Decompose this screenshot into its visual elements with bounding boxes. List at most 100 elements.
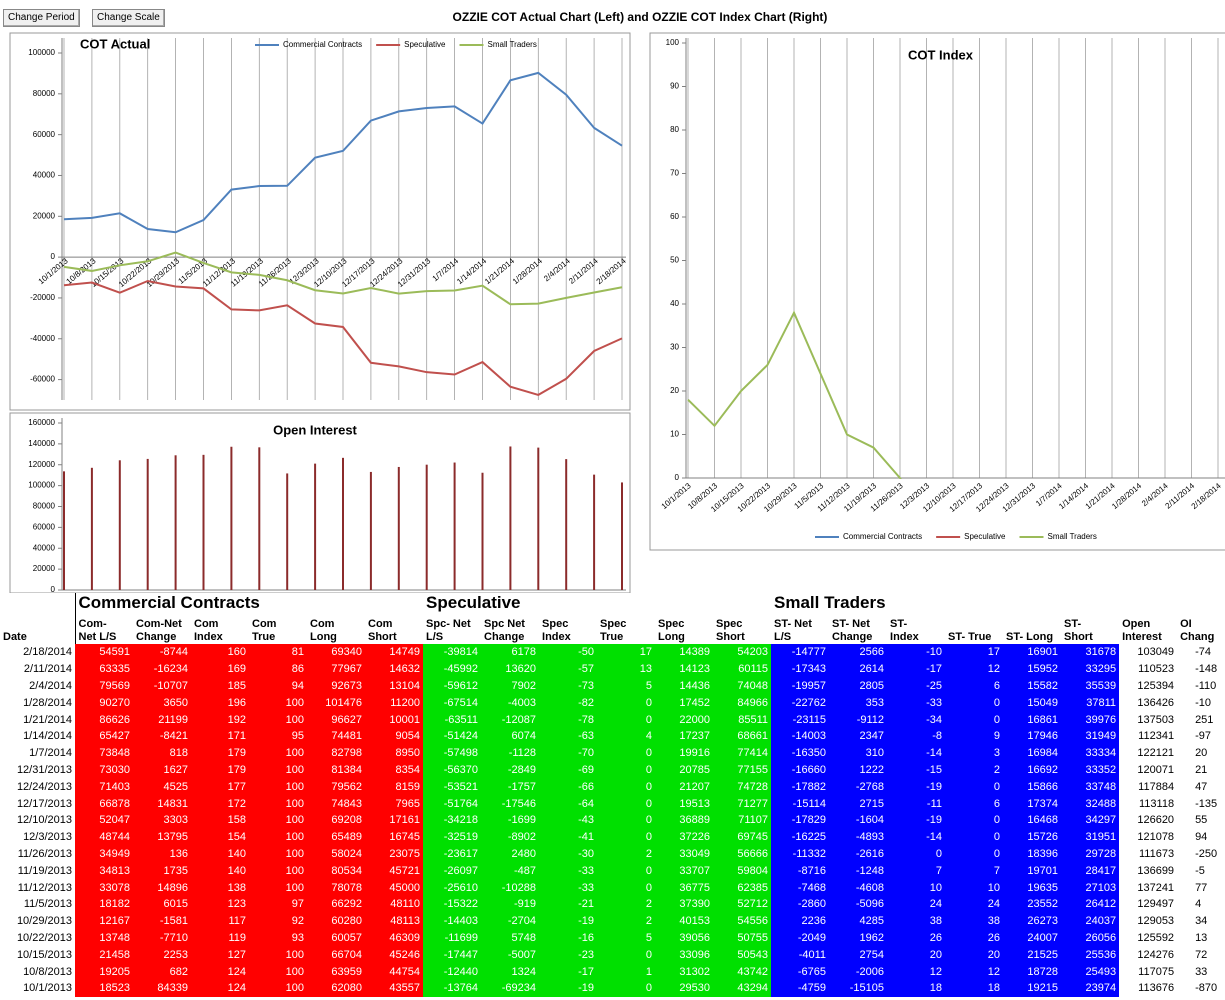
change-scale-button[interactable]: Change Scale [92, 9, 165, 27]
date-cell: 10/22/2013 [0, 929, 75, 947]
value-cell: 7902 [481, 677, 540, 695]
value-cell: 0 [945, 778, 1004, 796]
value-cell: 48113 [365, 912, 424, 930]
value-cell: 16901 [1003, 644, 1062, 661]
value-cell: -1248 [829, 862, 888, 880]
value-cell: -919 [481, 895, 540, 913]
value-cell: 25536 [1061, 946, 1120, 964]
value-cell: 52047 [75, 811, 133, 829]
value-cell: 33049 [655, 845, 714, 863]
value-cell: 63959 [307, 963, 365, 980]
y-tick-label: 60000 [33, 130, 56, 139]
value-cell: 196 [191, 694, 249, 712]
bar [537, 447, 540, 590]
value-cell: 3650 [133, 694, 191, 712]
value-cell: 0 [597, 979, 656, 997]
value-cell: 15582 [1003, 677, 1062, 695]
value-cell: 68661 [713, 727, 772, 745]
change-period-button[interactable]: Change Period [3, 9, 80, 27]
date-cell: 12/17/2013 [0, 795, 75, 812]
value-cell: -23115 [771, 711, 830, 728]
date-cell: 12/3/2013 [0, 828, 75, 846]
value-cell: -110 [1177, 677, 1225, 695]
chart-title: COT Actual [80, 36, 150, 51]
date-cell: 10/15/2013 [0, 946, 75, 964]
value-cell: 77967 [307, 660, 365, 678]
value-cell: 13795 [133, 828, 191, 846]
column-header-line: OI [1180, 618, 1192, 630]
value-cell: 137503 [1119, 711, 1178, 728]
value-cell: -4003 [481, 694, 540, 712]
y-tick-label: 0 [675, 473, 680, 482]
value-cell: 86 [249, 660, 307, 678]
column-header: Open Interest [1119, 613, 1177, 644]
value-cell: 77155 [713, 761, 772, 779]
y-tick-label: 0 [51, 252, 56, 261]
value-cell: -43 [539, 811, 598, 829]
value-cell: 2 [597, 912, 656, 930]
value-cell: -1128 [481, 744, 540, 762]
data-row: 10/29/2013 12167 -1581 117 92 60280 48113 -1440… [0, 912, 1225, 930]
value-cell: 13748 [75, 929, 133, 947]
column-header: Spec True [597, 613, 655, 644]
column-header-line: True [600, 631, 624, 643]
value-cell: -2704 [481, 912, 540, 930]
value-cell: 19513 [655, 795, 714, 812]
value-cell: -13764 [423, 979, 482, 997]
value-cell: 71277 [713, 795, 772, 812]
y-tick-label: 80000 [33, 89, 56, 98]
value-cell: 21525 [1003, 946, 1062, 964]
value-cell: 77 [1177, 879, 1225, 896]
value-cell: 33295 [1061, 660, 1120, 678]
data-row: 10/8/2013 19205 682 124 100 63959 44754 -12440 1… [0, 963, 1225, 980]
column-header: ST- Net Change [829, 613, 887, 644]
data-row: 2/4/2014 79569 -10707 185 94 92673 13104 -59612… [0, 677, 1225, 695]
column-header-line: Index [890, 631, 919, 643]
value-cell: 0 [597, 828, 656, 846]
value-cell: 34 [1177, 912, 1225, 930]
value-cell: 79562 [307, 778, 365, 796]
column-header-line: Long [658, 631, 685, 643]
value-cell: 13104 [365, 677, 424, 695]
value-cell: 18728 [1003, 963, 1062, 980]
column-header: Spc- Net L/S [423, 613, 481, 644]
value-cell: -70 [539, 744, 598, 762]
value-cell: 129497 [1119, 895, 1178, 913]
value-cell: -250 [1177, 845, 1225, 863]
value-cell: 0 [597, 862, 656, 880]
column-header-line: True [252, 631, 276, 643]
column-header-line: Com [194, 618, 219, 630]
series-line [63, 279, 623, 397]
value-cell: 13 [597, 660, 656, 678]
value-cell: -14003 [771, 727, 830, 745]
value-cell: 69745 [713, 828, 772, 846]
data-row: 11/5/2013 18182 6015 123 97 66292 48110 -15322-… [0, 895, 1225, 913]
value-cell: 25493 [1061, 963, 1120, 980]
value-cell: 2 [945, 761, 1004, 779]
column-header-line: Index [194, 631, 223, 643]
value-cell: -32519 [423, 828, 482, 846]
value-cell: 69208 [307, 811, 365, 829]
value-cell: -11332 [771, 845, 830, 863]
value-cell: 71403 [75, 778, 133, 796]
value-cell: 6178 [481, 644, 540, 661]
value-cell: 120071 [1119, 761, 1178, 779]
value-cell: 100 [249, 778, 307, 796]
data-row: 11/19/2013 34813 1735 140 100 80534 45721 -2609… [0, 862, 1225, 880]
value-cell: 6 [945, 677, 1004, 695]
value-cell: -33 [539, 862, 598, 880]
value-cell: 19916 [655, 744, 714, 762]
value-cell: -67514 [423, 694, 482, 712]
value-cell: -34 [887, 711, 946, 728]
value-cell: -69234 [481, 979, 540, 997]
value-cell: -25 [887, 677, 946, 695]
date-cell: 10/29/2013 [0, 912, 75, 930]
bar [286, 473, 289, 590]
group-header: Commercial Contracts [74, 593, 424, 613]
value-cell: 60280 [307, 912, 365, 930]
value-cell: 27103 [1061, 879, 1120, 896]
value-cell: 62385 [713, 879, 772, 896]
value-cell: 10 [945, 879, 1004, 896]
value-cell: -19 [887, 778, 946, 796]
